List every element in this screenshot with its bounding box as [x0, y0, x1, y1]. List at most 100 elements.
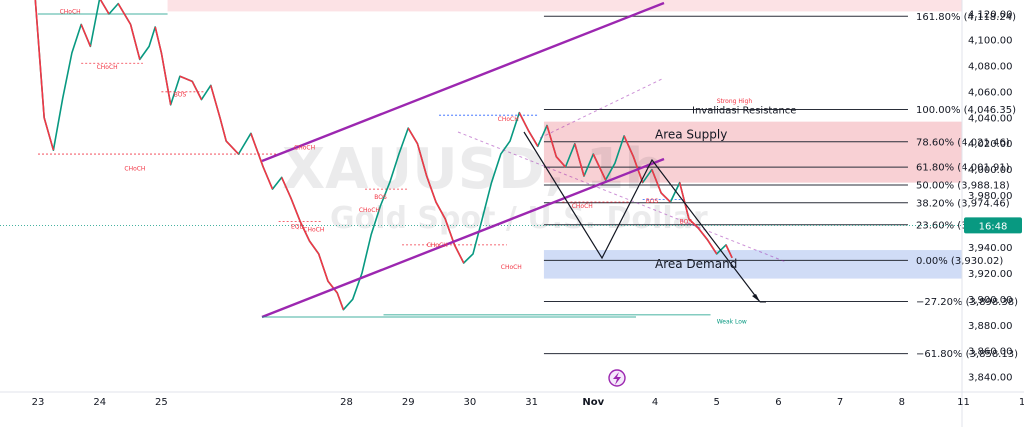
- fib-level-label: 100.00% (4,046.35): [916, 105, 1016, 116]
- price-segment-down: [250, 133, 264, 168]
- chart-annotation: CHoCH: [124, 165, 145, 172]
- price-segment-down: [527, 130, 539, 147]
- zone-label-supply: Area Supply: [655, 128, 727, 142]
- fib-level-label: −27.20% (3,898.38): [916, 297, 1018, 308]
- price-segment-down: [416, 143, 428, 177]
- chart-annotation: CHoCH: [427, 242, 448, 249]
- channel-upper-line: [261, 1, 665, 163]
- price-segment-down: [179, 75, 193, 83]
- y-tick-label: 3,940.00: [968, 243, 1013, 254]
- price-segment-down: [651, 169, 662, 194]
- y-tick-label: 3,840.00: [968, 373, 1013, 384]
- fib-level-label: −61.80% (3,858.13): [916, 349, 1018, 360]
- x-tick-label: 8: [899, 397, 905, 408]
- chart-annotation: CHoCH: [60, 8, 81, 15]
- fib-level-label: 78.60% (4,021.46): [916, 137, 1010, 148]
- chart-annotation: CHoCH: [359, 207, 380, 214]
- fib-level-label: 161.80% (4,118.24): [916, 12, 1016, 23]
- price-segment-down: [697, 227, 709, 241]
- price-segment-down: [225, 140, 240, 155]
- fib-level-label: 50.00% (3,988.18): [916, 180, 1010, 191]
- fib-level-label: 61.80% (4,001.91): [916, 163, 1010, 174]
- chart-annotation: CHoCH: [572, 203, 593, 210]
- fib-level-label: 23.60% (3,957.47): [916, 220, 1010, 231]
- x-tick-label: 25: [155, 397, 168, 408]
- projection-path: [523, 131, 761, 303]
- chart-annotation: BOS: [646, 198, 659, 205]
- x-tick-label: 24: [93, 397, 106, 408]
- price-segment-down: [660, 192, 671, 203]
- x-tick-label: 7: [837, 397, 843, 408]
- fibonacci-layer: 161.80% (4,118.24) 100.00% (4,046.35) 78.6…: [543, 12, 1018, 360]
- zones-layer: Area Supply Area Demand: [167, 0, 962, 279]
- price-segment-down: [725, 244, 733, 259]
- price-segment-down: [262, 166, 274, 190]
- chart-annotation: CHoCH: [97, 64, 118, 71]
- price-segment-down: [623, 135, 635, 157]
- x-tick-label: 29: [402, 397, 415, 408]
- zone-label-demand: Area Demand: [655, 257, 737, 271]
- chart-annotation: Weak Low: [717, 318, 747, 325]
- x-tick-label: 4: [652, 397, 658, 408]
- current-price-badge-label: 16:48: [979, 221, 1008, 232]
- price-segment-down: [209, 85, 221, 118]
- x-tick-label: 12: [1019, 397, 1024, 408]
- y-tick-label: 3,880.00: [968, 321, 1013, 332]
- price-segment-down: [160, 52, 172, 105]
- y-tick-label: 4,100.00: [968, 35, 1013, 46]
- watermark-layer: XAUUSD, 1h Gold Spot / U.S. Dollar: [282, 137, 708, 236]
- price-segment-down: [43, 117, 55, 151]
- y-tick-label: 3,920.00: [968, 269, 1013, 280]
- price-segment-down: [453, 244, 465, 264]
- symbol-watermark: XAUUSD, 1h: [282, 137, 664, 202]
- zone-supply-2: [167, 0, 962, 12]
- price-segment-down: [555, 156, 567, 168]
- price-segment-down: [308, 240, 320, 255]
- price-segment-down: [336, 292, 345, 310]
- y-tick-label: 4,000.00: [968, 165, 1013, 176]
- channel-lower-line: [261, 157, 665, 319]
- y-tick-label: 4,080.00: [968, 61, 1013, 72]
- fib-level-label: 0.00% (3,930.02): [916, 256, 1003, 267]
- price-segment-down: [280, 177, 292, 199]
- x-tick-label: Nov: [582, 397, 604, 408]
- price-segment-down: [688, 218, 699, 229]
- price-segment-down: [154, 26, 163, 54]
- price-segment-down: [290, 197, 301, 222]
- price-segment-down: [425, 175, 437, 203]
- y-tick-label: 3,900.00: [968, 295, 1013, 306]
- x-tick-label: 6: [775, 397, 781, 408]
- price-segment-down: [317, 253, 329, 282]
- y-tick-label: 4,040.00: [968, 113, 1013, 124]
- projection-arrowhead: [752, 294, 760, 302]
- lightning-bolt-shape: [613, 372, 621, 385]
- channel-extension-line: [539, 77, 665, 139]
- y-tick-label: 4,020.00: [968, 139, 1013, 150]
- chart-annotation: CHoCH: [294, 145, 315, 152]
- x-tick-label: 30: [464, 397, 477, 408]
- price-segment-down: [546, 125, 558, 157]
- price-segment-down: [80, 24, 92, 47]
- price-segment-down: [117, 3, 132, 25]
- chart-annotation: BOS: [374, 194, 387, 201]
- chart-annotation: BOS: [174, 91, 187, 98]
- chart-annotation: CHoCH: [501, 264, 522, 271]
- x-tick-label: 31: [525, 397, 538, 408]
- price-segment-down: [191, 81, 203, 100]
- y-tick-label: 4,120.00: [968, 10, 1013, 21]
- y-tick-label: 3,860.00: [968, 347, 1013, 358]
- price-path-line: [34, 0, 733, 311]
- y-tick-label: 4,060.00: [968, 87, 1013, 98]
- price-segment-down: [706, 239, 718, 255]
- channel-layer: [261, 1, 787, 319]
- x-tick-label: 5: [714, 397, 720, 408]
- chart-annotation: CHoCH: [498, 116, 519, 123]
- x-tick-label: 23: [32, 397, 45, 408]
- price-segment-down: [407, 127, 419, 145]
- price-segment-down: [99, 0, 110, 15]
- price-segment-down: [444, 218, 456, 246]
- chart-annotation: CHoCH: [303, 226, 324, 233]
